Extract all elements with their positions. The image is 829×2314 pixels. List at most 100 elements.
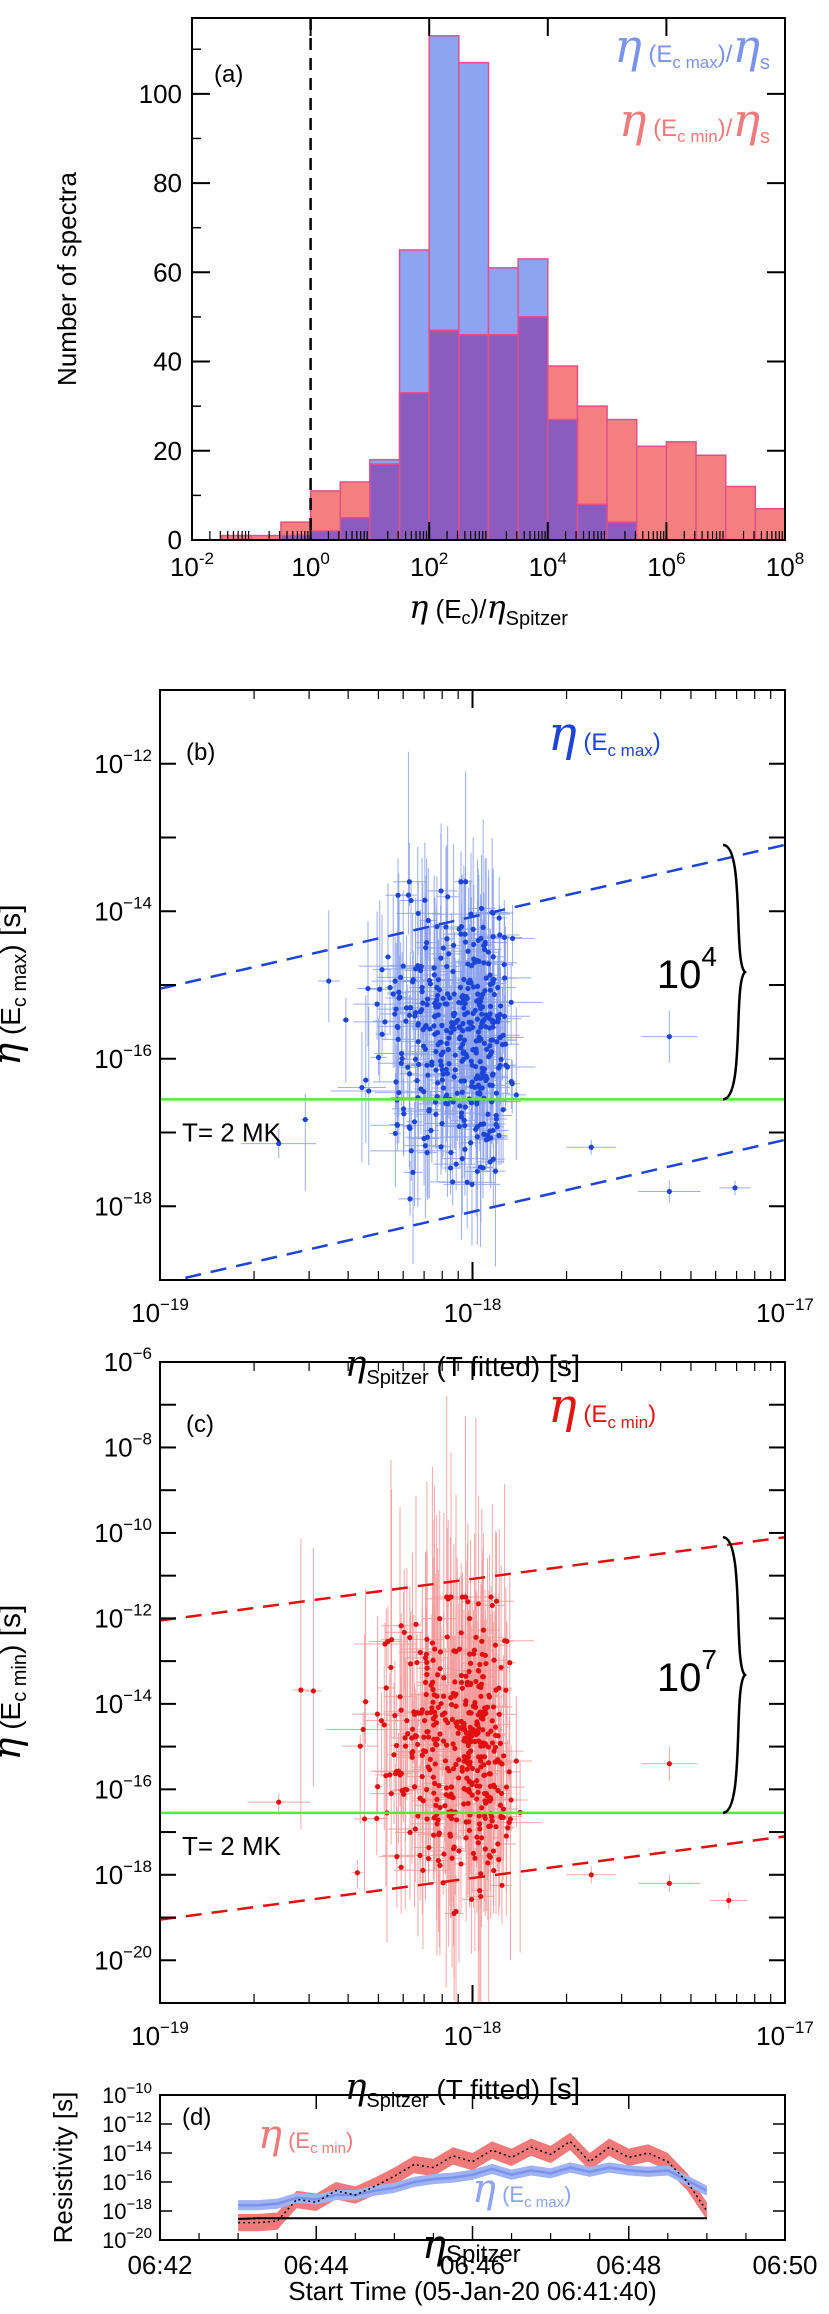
data-point-b — [486, 961, 492, 967]
data-point-c — [499, 1882, 505, 1888]
data-point-b — [500, 1107, 506, 1113]
data-point-b — [412, 1010, 419, 1016]
data-point-c — [489, 1814, 495, 1820]
data-point-b — [489, 1082, 495, 1089]
data-point-b — [440, 945, 446, 951]
data-point-b — [432, 1031, 438, 1037]
data-point-c — [464, 1766, 470, 1772]
data-point-b — [440, 1085, 447, 1091]
data-point-c — [486, 1853, 492, 1859]
data-point-c — [361, 1816, 368, 1822]
data-point-b — [411, 1119, 418, 1125]
data-point-c — [414, 1659, 420, 1666]
data-point-c — [374, 1711, 381, 1717]
data-point-c — [425, 1734, 432, 1740]
data-point-c — [489, 1602, 495, 1609]
data-point-c — [480, 1716, 486, 1722]
bar-overlap — [428, 329, 460, 541]
data-point-c — [419, 1773, 425, 1780]
data-point-b — [366, 1088, 372, 1094]
data-point-b — [469, 1181, 475, 1187]
data-point-b — [424, 1150, 430, 1156]
data-point-b — [498, 1056, 504, 1063]
data-point-b — [405, 892, 412, 898]
data-point-c — [452, 1679, 458, 1685]
data-point-c — [437, 1862, 443, 1868]
band-ec-min — [238, 2132, 707, 2232]
data-point-b — [448, 1030, 454, 1036]
legend-d-spitzer: ηSpitzer — [422, 2222, 521, 2268]
data-point-c — [473, 1634, 479, 1640]
data-point-b — [469, 1079, 475, 1085]
data-point-b — [392, 978, 398, 984]
data-point-c — [451, 1844, 457, 1850]
ytick-label-b: 10−16 — [94, 1041, 152, 1074]
data-point-b — [435, 1080, 441, 1086]
bar-ec-min — [606, 418, 638, 541]
data-point-b — [461, 1037, 468, 1043]
data-point-c — [430, 1657, 436, 1663]
legend-d-ec-max: η (Ec max) — [472, 2166, 571, 2212]
data-point-b — [406, 1124, 412, 1130]
data-point-c — [398, 1864, 404, 1870]
data-point-c — [492, 1759, 498, 1765]
data-point-c — [395, 1768, 402, 1774]
ytick-label-d: 10−10 — [102, 2080, 152, 2108]
data-point-c — [477, 1887, 483, 1894]
data-point-c — [456, 1848, 462, 1854]
data-point-b — [444, 1040, 450, 1047]
data-point-b — [399, 1055, 405, 1062]
data-point-b — [470, 984, 477, 990]
data-point-c — [475, 1667, 481, 1674]
data-point-c — [388, 1664, 394, 1671]
xtick-label-a: 10-2 — [170, 549, 214, 582]
data-point-c — [476, 1683, 482, 1690]
data-point-c — [431, 1722, 437, 1728]
data-point-b — [416, 1061, 422, 1068]
data-point-c — [407, 1829, 413, 1836]
ytick-label-d: 10−18 — [102, 2196, 152, 2224]
data-point-b — [485, 1111, 491, 1117]
data-point-c — [506, 1819, 512, 1826]
data-point-b — [446, 951, 452, 957]
data-point-c — [463, 1819, 469, 1825]
data-point-c — [485, 1860, 491, 1866]
data-point-b — [410, 977, 416, 983]
data-point-c — [453, 1691, 459, 1697]
ytick-label-c: 10−18 — [94, 1857, 152, 1890]
data-point-c — [437, 1616, 443, 1622]
data-point-b — [387, 985, 393, 991]
data-point-c — [492, 1744, 499, 1750]
scatter-panel-b: 10−18 10−16 10−14 10−12 10−19 10−18 10−17 (b) η … — [0, 689, 814, 1389]
data-point-b — [407, 1005, 414, 1011]
data-point-c — [424, 1636, 430, 1642]
data-point-b — [497, 1011, 503, 1018]
bar-ec-max — [398, 249, 430, 394]
data-point-c — [498, 1664, 504, 1671]
data-point-b — [419, 984, 425, 991]
data-point-c — [505, 1825, 511, 1831]
data-point-b — [448, 1149, 454, 1156]
data-point-b — [444, 963, 450, 970]
data-point-b — [452, 1052, 458, 1058]
data-point-b — [477, 1058, 483, 1065]
legend-a-item: η (Ec min)/ηs — [619, 93, 770, 148]
ytick-label-b: 10−14 — [94, 893, 152, 926]
data-point-c — [479, 1805, 485, 1811]
data-point-c — [458, 1630, 464, 1636]
data-point-c — [496, 1711, 502, 1718]
data-point-c — [465, 1800, 471, 1807]
data-point-c — [422, 1679, 429, 1685]
data-point-c — [399, 1787, 405, 1794]
data-point-c — [588, 1872, 594, 1878]
data-point-b — [496, 1132, 502, 1139]
data-point-b — [490, 934, 496, 940]
data-point-c — [424, 1659, 430, 1665]
data-point-c — [487, 1823, 493, 1829]
ytick-label-a: 60 — [153, 257, 182, 287]
ytick-label-d: 10−20 — [102, 2225, 152, 2253]
data-point-b — [396, 1089, 402, 1096]
data-point-c — [436, 1832, 442, 1838]
data-point-c — [463, 1673, 469, 1679]
xtick-label-b: 10−18 — [444, 1295, 502, 1328]
